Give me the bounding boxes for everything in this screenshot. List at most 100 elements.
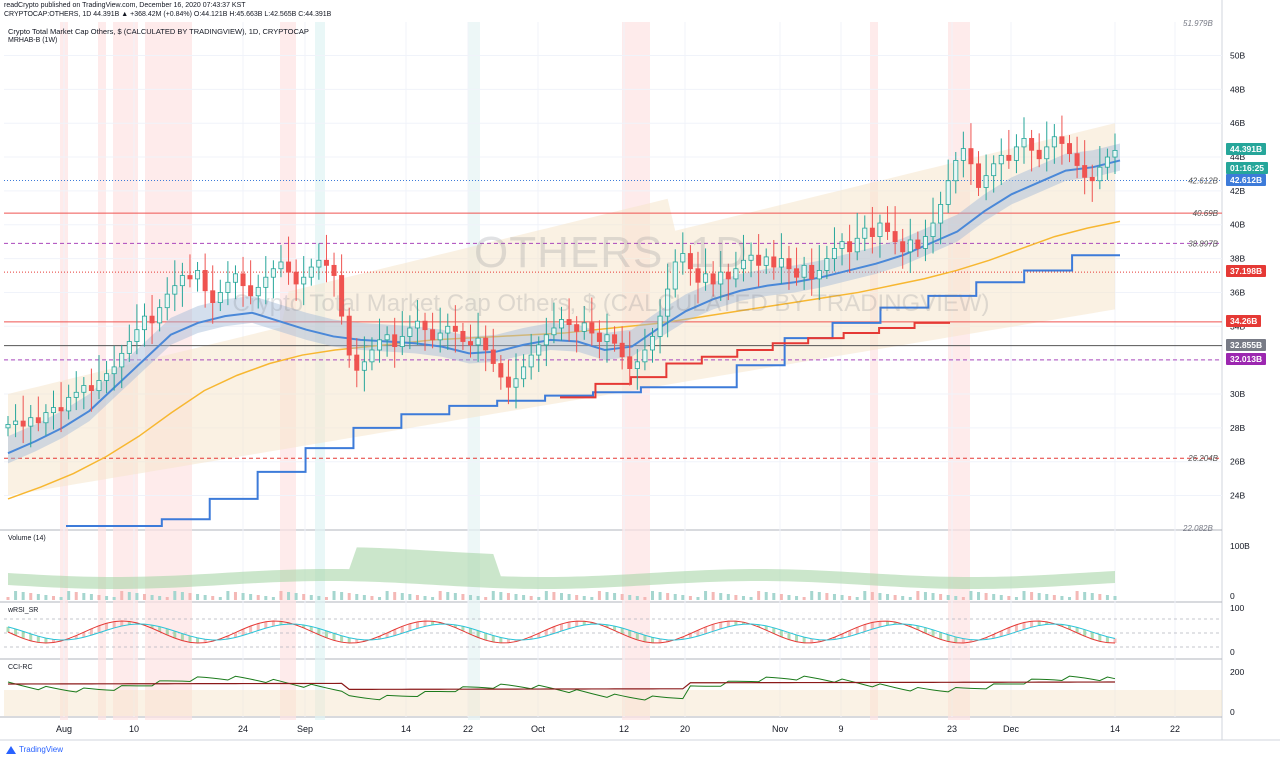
volume-bar (324, 597, 328, 600)
volume-bar (1007, 596, 1011, 600)
candle-body (164, 293, 170, 309)
candle-body (809, 264, 815, 280)
volume-bar (855, 597, 859, 600)
y-tick-label: 36B (1230, 287, 1245, 297)
level-label: 42.612B (1188, 177, 1218, 186)
candle-body (134, 329, 140, 342)
candle-body (301, 276, 307, 285)
candle-body (710, 273, 716, 285)
tradingview-brand: TradingView (19, 745, 64, 754)
candle-body (1097, 166, 1103, 182)
volume-bar (6, 597, 10, 600)
candle-body (270, 268, 276, 278)
volume-bar (560, 593, 563, 600)
candle-body (1029, 138, 1035, 151)
volume-bar (51, 596, 55, 600)
volume-bar (840, 595, 844, 600)
volume-bar (832, 594, 836, 600)
volume-bar (681, 595, 685, 600)
candle-body (672, 261, 678, 290)
volume-bar (567, 594, 571, 600)
volume-bar (1022, 591, 1026, 600)
candle-body (581, 322, 587, 332)
step-line-blue (66, 254, 1120, 528)
candle-body (604, 334, 610, 342)
candle-body (521, 366, 527, 380)
volume-bar (89, 594, 93, 600)
ohlc-line: CRYPTOCAP:OTHERS, 1D 44.391B ▲ +368.42M … (4, 11, 332, 18)
volume-bar (165, 597, 169, 600)
candle-body (278, 261, 284, 270)
candle-body (1074, 153, 1080, 166)
candle-body (528, 354, 534, 368)
candle-body (225, 281, 231, 293)
candle-body (551, 327, 557, 336)
candle-body (286, 261, 292, 273)
candle-body (422, 320, 428, 331)
candle-body (248, 285, 254, 297)
volume-bar (29, 593, 33, 600)
candle-body (559, 319, 565, 329)
volume-bar (415, 595, 419, 600)
volume-bar (309, 595, 313, 600)
volume-bar (931, 593, 935, 600)
candle-body (983, 175, 989, 188)
candle-body (28, 417, 34, 427)
candle-body (892, 231, 898, 243)
x-tick-label: 12 (619, 724, 629, 734)
volume-bar (461, 594, 465, 600)
volume-bar (241, 593, 245, 600)
candle-body (1067, 143, 1073, 155)
volume-bar (370, 596, 374, 600)
candle-body (513, 378, 519, 388)
candle-body (816, 270, 822, 280)
candle-body (794, 268, 800, 278)
volume-bar (514, 594, 518, 600)
volume-tick-label: 0 (1230, 591, 1235, 601)
candle-body (141, 315, 147, 331)
volume-bar (393, 592, 397, 600)
wrsi-signal-line (7, 623, 1116, 641)
candle-body (354, 354, 360, 371)
candle-body (407, 327, 413, 337)
volume-bar (105, 596, 109, 600)
volume-bar (984, 593, 988, 600)
x-tick-label: Sep (297, 724, 313, 734)
volume-bar (264, 596, 268, 600)
volume-bar (423, 596, 427, 600)
watermark-description: Crypto Total Market Cap Others, $ (CALCU… (232, 290, 990, 317)
volume-bar (582, 596, 586, 600)
candle-body (81, 385, 87, 393)
volume-bar (1113, 596, 1117, 600)
volume-bar (613, 593, 617, 600)
volume-bar (279, 591, 283, 600)
volume-bar (908, 597, 912, 600)
x-tick-label: 24 (238, 724, 248, 734)
candle-body (589, 322, 595, 334)
candle-body (649, 336, 655, 351)
candle-body (915, 239, 921, 249)
candle-body (778, 258, 784, 268)
y-tick-label: 46B (1230, 118, 1245, 128)
volume-bar (188, 593, 192, 600)
candle-body (1059, 136, 1065, 144)
candle-body (953, 160, 959, 182)
volume-bar (1014, 597, 1018, 600)
cci-panel-label: CCI-RC (8, 664, 33, 671)
x-tick-label: 10 (129, 724, 139, 734)
candle-body (1006, 154, 1012, 161)
candle-body (104, 373, 110, 381)
candle-body (657, 315, 663, 337)
candle-body (991, 163, 997, 177)
candle-body (847, 241, 853, 253)
x-tick-label: Aug (56, 724, 72, 734)
y-tick-label: 40B (1230, 220, 1245, 230)
candle-body (468, 341, 474, 346)
volume-bar (256, 595, 260, 600)
volume-bar (741, 596, 745, 600)
candle-body (346, 315, 352, 356)
candle-body (210, 290, 216, 303)
volume-bar (59, 597, 63, 600)
y-tick-label: 48B (1230, 84, 1245, 94)
